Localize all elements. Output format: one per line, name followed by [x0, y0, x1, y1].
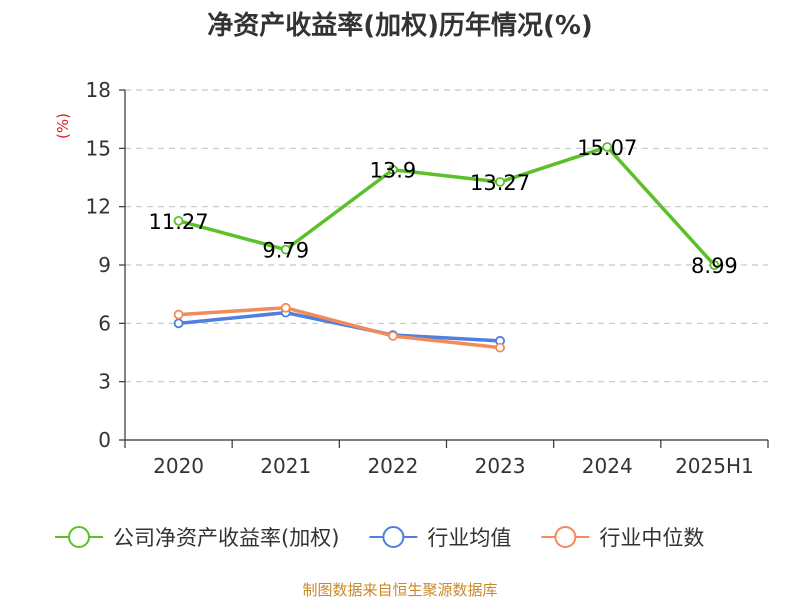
legend-item-1[interactable]: 公司净资产收益率(加权)	[55, 526, 339, 550]
series-2	[173, 307, 505, 346]
series-3	[173, 302, 505, 353]
y-tick-label: 15	[86, 136, 111, 160]
y-tick-label: 3	[98, 370, 111, 394]
series-line	[178, 145, 716, 267]
data-label: 15.07	[577, 136, 637, 160]
data-point	[173, 318, 184, 329]
x-tick-label: 2025H1	[675, 454, 754, 478]
legend-label: 行业均值	[427, 526, 511, 550]
x-tick-label: 2021	[260, 454, 311, 478]
x-tick-label: 2022	[367, 454, 418, 478]
data-point	[173, 309, 184, 320]
series-line	[178, 310, 501, 343]
data-point	[495, 177, 505, 187]
series-1	[173, 142, 720, 271]
legend-marker	[68, 526, 90, 548]
series-group	[173, 142, 720, 353]
x-tick-label: 2024	[582, 454, 633, 478]
axes	[119, 89, 769, 448]
data-point	[602, 142, 613, 152]
data-label: 9.79	[262, 239, 309, 263]
x-tick-label: 2020	[153, 454, 204, 478]
legend-marker	[382, 526, 405, 548]
x-tick-labels: 2020 2021 2022 2023 2024 2025H1	[153, 454, 754, 478]
data-labels: 11.27 9.79 13.9 13.27 15.07 8.99	[149, 136, 738, 278]
legend-marker	[554, 526, 577, 548]
data-label: 13.9	[370, 159, 417, 183]
chart-title: 净资产收益率(加权)历年情况(%)	[207, 10, 593, 41]
legend-label: 行业中位数	[599, 526, 704, 550]
legend-item-2[interactable]: 行业均值	[369, 526, 511, 550]
source-note: 制图数据来自恒生聚源数据库	[302, 581, 497, 599]
y-tick-labels: 0 3 6 9 12 15 18	[86, 78, 111, 452]
legend[interactable]: 公司净资产收益率(加权) 行业均值 行业中位数	[55, 526, 704, 550]
data-point	[173, 215, 184, 226]
grid-lines	[125, 89, 768, 383]
data-label: 13.27	[470, 171, 530, 195]
data-point	[709, 260, 720, 271]
legend-label: 公司净资产收益率(加权)	[113, 526, 339, 550]
y-tick-label: 6	[98, 311, 111, 335]
y-tick-label: 12	[86, 195, 111, 219]
data-point	[388, 331, 398, 341]
legend-item-3[interactable]: 行业中位数	[541, 526, 704, 550]
series-line	[178, 306, 501, 350]
data-point	[280, 302, 291, 313]
data-point	[495, 342, 505, 353]
y-tick-label: 0	[98, 428, 111, 452]
x-tick-label: 2023	[475, 454, 526, 478]
data-point	[388, 164, 398, 175]
y-axis-label: (%)	[54, 113, 72, 139]
y-tick-label: 9	[98, 253, 111, 277]
data-label: 8.99	[691, 254, 738, 278]
y-tick-label: 18	[86, 78, 111, 102]
data-point	[280, 244, 291, 255]
data-label: 11.27	[149, 210, 209, 234]
